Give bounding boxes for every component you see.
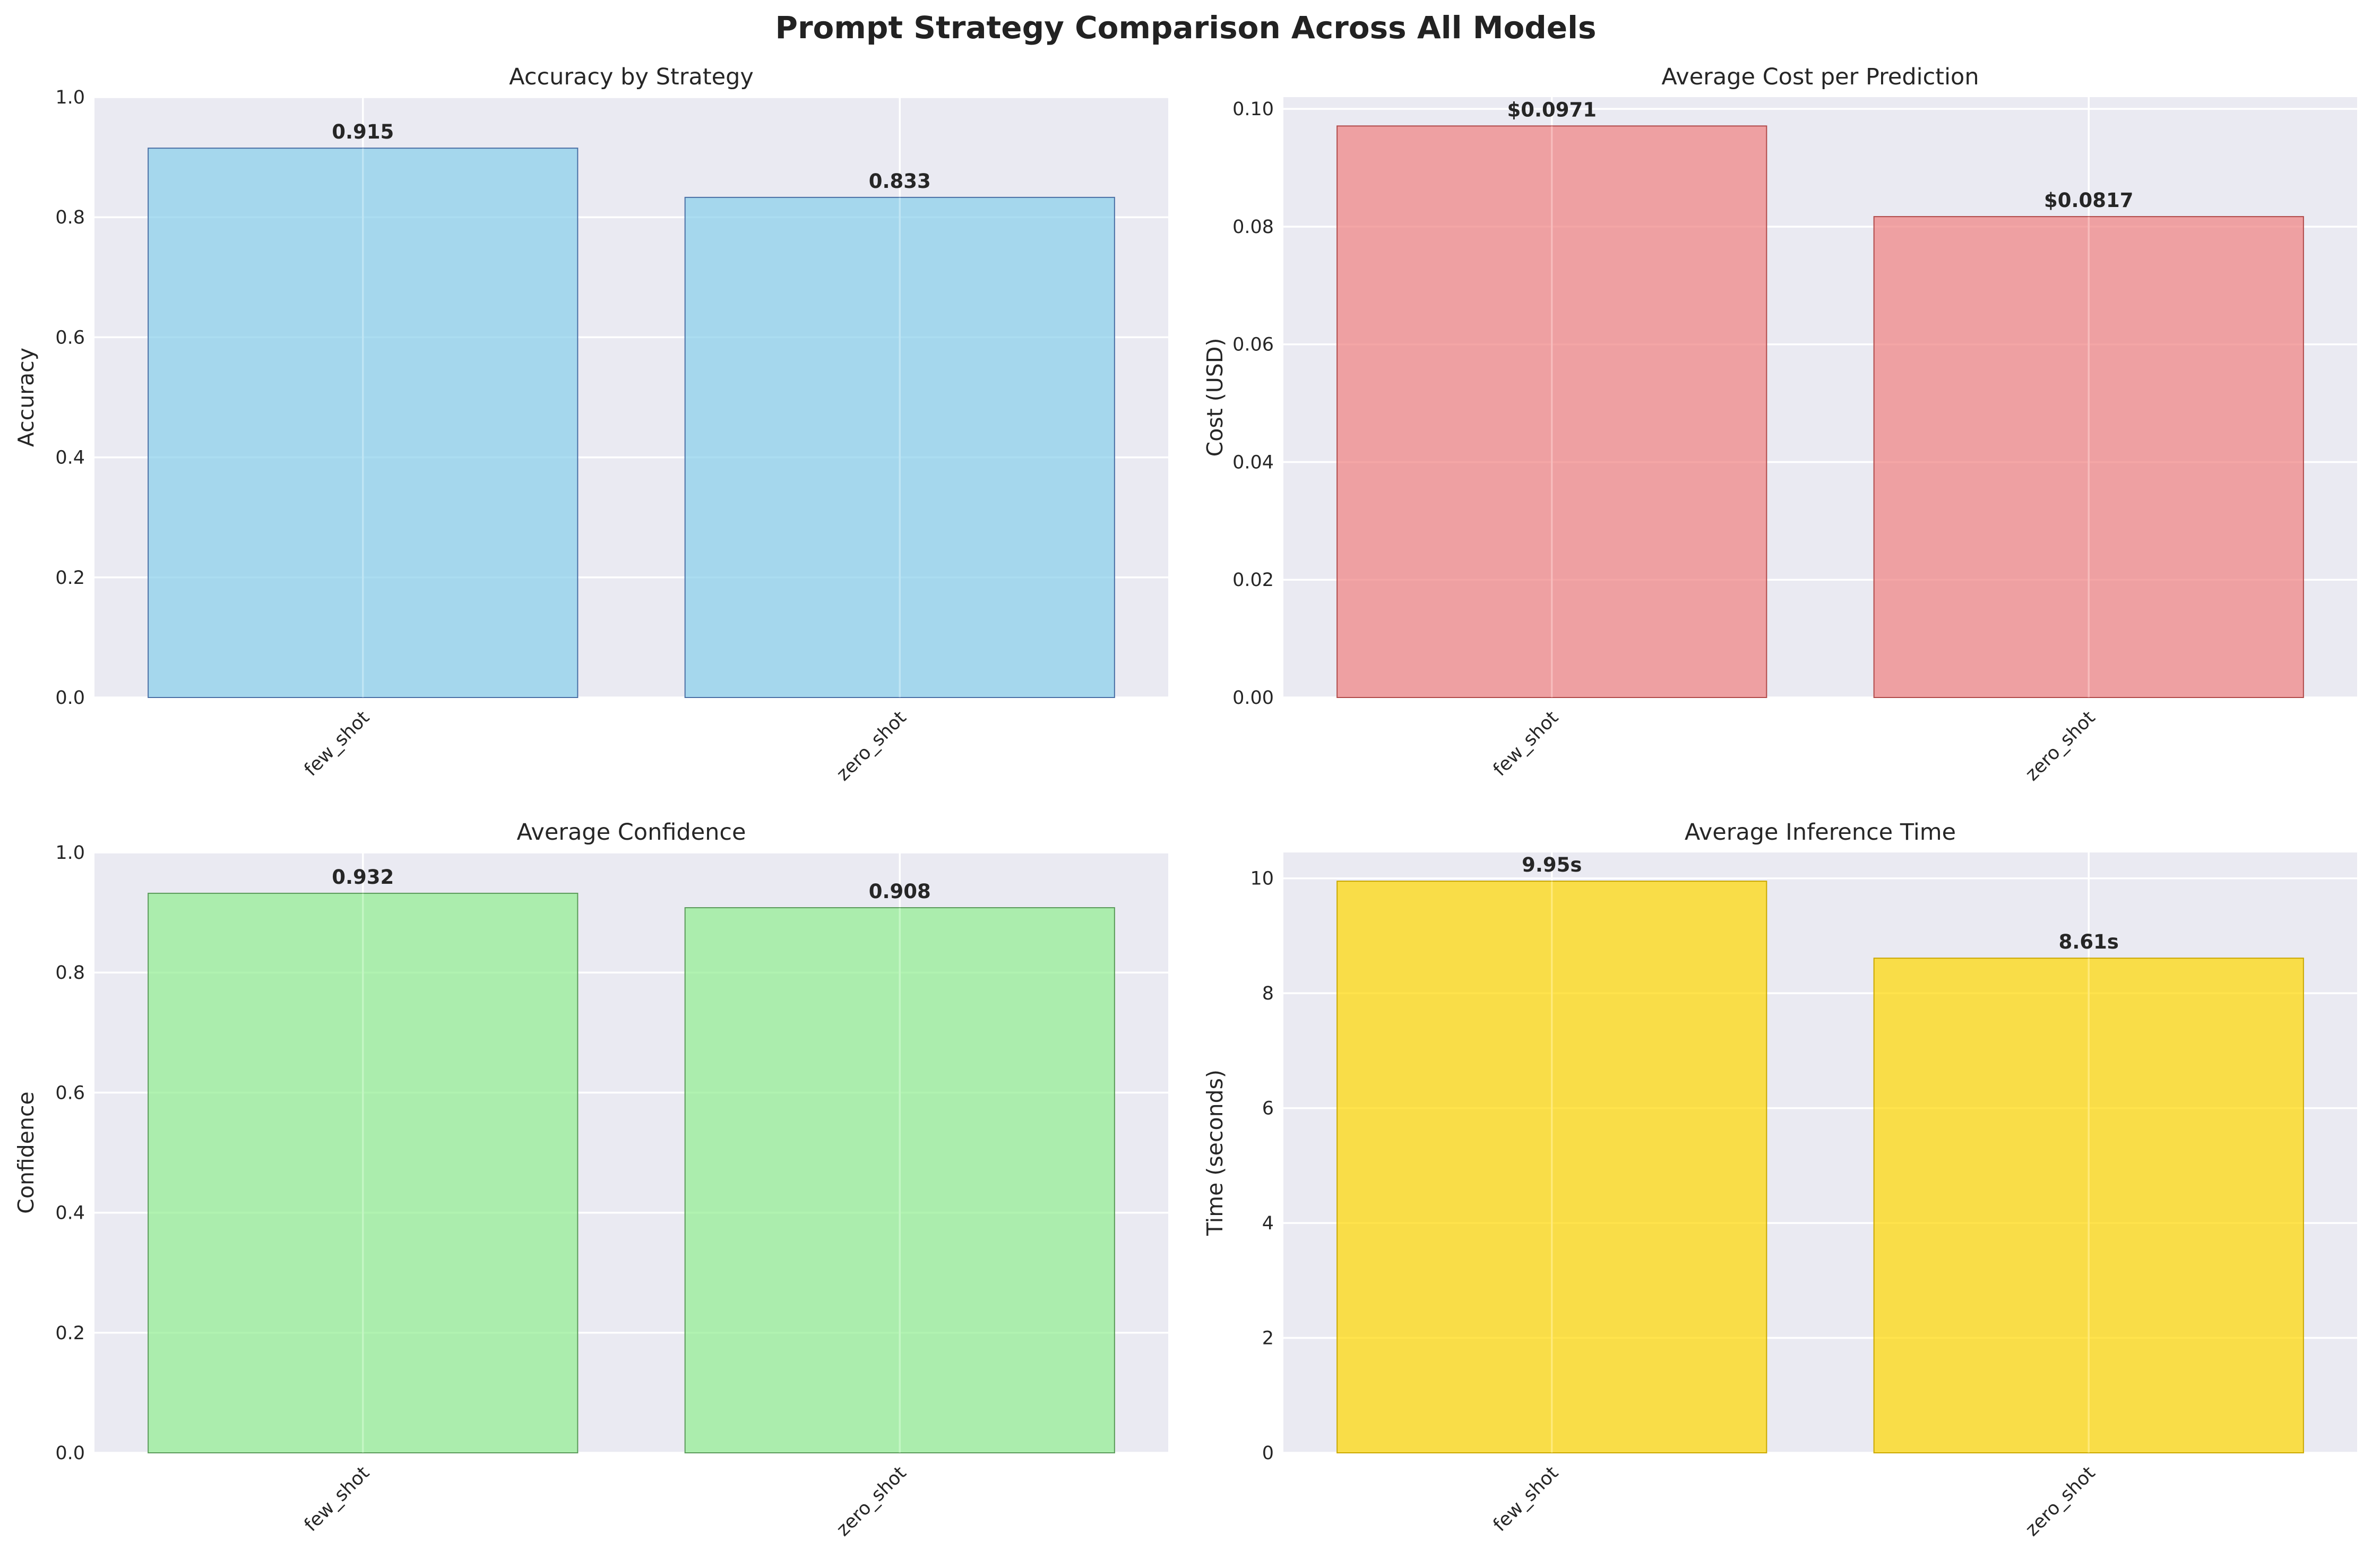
value-label: 0.915 <box>332 120 394 143</box>
y-axis-label: Time (seconds) <box>1202 1070 1228 1236</box>
value-label: 0.833 <box>869 170 931 193</box>
y-tick-label: 0 <box>1262 1443 1274 1464</box>
y-tick-label: 0.06 <box>1232 334 1274 356</box>
y-tick-label: 0.00 <box>1232 687 1274 709</box>
y-tick-label: 0.2 <box>55 1323 85 1344</box>
y-tick-label: 0.8 <box>55 207 85 228</box>
value-label: 0.932 <box>332 866 394 889</box>
y-tick-label: 0.08 <box>1232 217 1274 238</box>
y-tick-label: 8 <box>1262 983 1274 1004</box>
subplot-2: 0.000.020.040.060.080.10 $0.0971few_shot$… <box>1202 64 2357 785</box>
bar-zero_shot <box>1873 216 2304 698</box>
figure-title: Prompt Strategy Comparison Across All Mo… <box>775 10 1596 46</box>
value-label: $0.0971 <box>1507 98 1597 121</box>
subplot-title: Accuracy by Strategy <box>509 64 754 90</box>
subplot-3: 0.00.20.40.60.81.00.932few_shot0.908zero… <box>13 819 1168 1540</box>
bar-zero_shot <box>1873 958 2304 1453</box>
y-tick-label: 1.0 <box>55 87 85 108</box>
y-tick-label: 0.0 <box>55 1443 85 1464</box>
bar-few_shot <box>1336 881 1767 1453</box>
y-tick-label: 0.4 <box>55 447 85 469</box>
y-tick-label: 4 <box>1262 1213 1274 1234</box>
bar-zero_shot <box>684 907 1115 1453</box>
subplot-4: 02468109.95sfew_shot8.61szero_shotAverag… <box>1202 819 2357 1540</box>
y-axis-label: Confidence <box>13 1091 39 1214</box>
y-tick-label: 0.4 <box>55 1203 85 1224</box>
value-label: 0.908 <box>869 880 931 903</box>
value-label: $0.0817 <box>2044 189 2134 212</box>
subplot-title: Average Confidence <box>516 819 746 846</box>
bar-few_shot <box>148 892 579 1453</box>
subplot-title: Average Inference Time <box>1685 819 1956 846</box>
y-tick-label: 1.0 <box>55 842 85 864</box>
subplot-1: 0.00.20.40.60.81.00.915few_shot0.833zero… <box>13 64 1168 785</box>
y-tick-label: 0.2 <box>55 567 85 589</box>
y-tick-label: 0.10 <box>1232 99 1274 120</box>
y-tick-label: 2 <box>1262 1328 1274 1349</box>
y-axis-label: Accuracy <box>13 348 39 447</box>
value-label: 9.95s <box>1522 854 1582 876</box>
bar-few_shot <box>148 148 579 698</box>
bar-few_shot <box>1336 125 1767 698</box>
y-tick-label: 0.6 <box>55 1082 85 1104</box>
bar-zero_shot <box>684 196 1115 698</box>
value-label: 8.61s <box>2059 931 2119 953</box>
y-tick-label: 0.04 <box>1232 452 1274 473</box>
y-tick-label: 10 <box>1250 868 1274 890</box>
subplot-title: Average Cost per Prediction <box>1661 64 1979 90</box>
y-tick-label: 0.02 <box>1232 570 1274 591</box>
y-tick-label: 0.0 <box>55 687 85 709</box>
subplots: 0.00.20.40.60.81.00.915few_shot0.833zero… <box>13 64 2357 1540</box>
y-tick-label: 6 <box>1262 1098 1274 1119</box>
y-tick-label: 0.6 <box>55 327 85 348</box>
y-tick-label: 0.8 <box>55 962 85 984</box>
y-axis-label: Cost (USD) <box>1202 338 1228 457</box>
